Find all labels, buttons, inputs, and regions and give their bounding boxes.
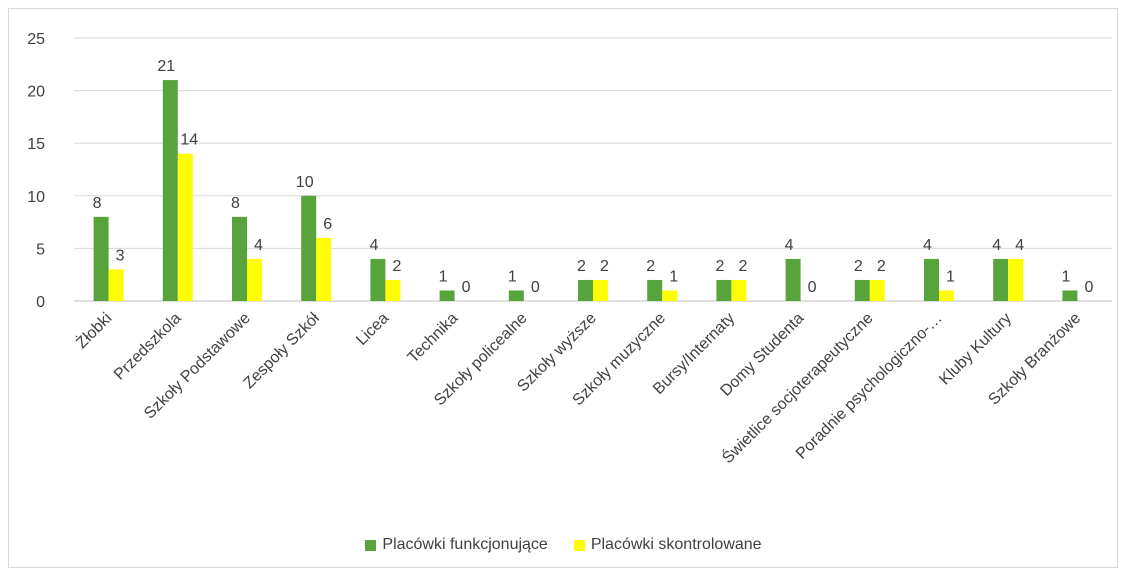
- bar-series-0-4: [370, 258, 386, 301]
- bars: [93, 80, 1078, 301]
- data-label-series-0-2: 8: [231, 195, 240, 212]
- bar-series-0-13: [993, 258, 1009, 301]
- category-label-13: Kluby Kultury: [936, 310, 1015, 389]
- bar-series-0-1: [162, 80, 178, 301]
- bar-series-0-3: [301, 195, 317, 301]
- data-label-series-1-13: 4: [1015, 237, 1024, 254]
- data-label-series-0-4: 4: [369, 237, 378, 254]
- data-label-series-1-0: 3: [116, 247, 125, 264]
- bar-series-1-2: [247, 258, 262, 301]
- data-label-series-0-14: 1: [1061, 268, 1070, 285]
- data-label-series-0-0: 8: [93, 195, 102, 212]
- y-tick-label-0: 0: [36, 294, 45, 311]
- data-label-series-0-6: 1: [508, 268, 517, 285]
- category-label-11: Świetlice socjoterapeutyczne: [718, 308, 877, 467]
- bar-series-0-5: [439, 290, 455, 301]
- category-label-0: Żłobki: [72, 308, 116, 352]
- y-tick-label-15: 15: [27, 136, 45, 153]
- data-label-series-0-9: 2: [715, 258, 724, 275]
- data-label-series-1-3: 6: [323, 216, 332, 233]
- legend: Placówki funkcjonujące Placówki skontrol…: [0, 536, 1127, 554]
- bar-series-0-6: [508, 290, 524, 301]
- data-label-series-1-11: 2: [877, 258, 886, 275]
- bar-series-1-9: [731, 279, 747, 301]
- category-label-4: Licea: [353, 310, 392, 349]
- data-label-series-1-4: 2: [392, 258, 401, 275]
- data-label-series-0-5: 1: [439, 268, 448, 285]
- bar-series-1-4: [385, 279, 401, 301]
- data-label-series-1-8: 1: [669, 268, 678, 285]
- legend-item-series-0: Placówki funkcjonujące: [365, 536, 548, 554]
- data-label-series-1-9: 2: [738, 258, 747, 275]
- y-axis-ticks: 0 5 10 15 20 25: [27, 31, 45, 311]
- data-label-series-1-5: 0: [462, 279, 471, 296]
- data-label-series-1-12: 1: [946, 268, 955, 285]
- y-tick-label-25: 25: [27, 31, 45, 48]
- bar-series-0-10: [785, 258, 801, 301]
- category-label-5: Technika: [405, 310, 462, 367]
- data-label-series-0-7: 2: [577, 258, 586, 275]
- category-label-12: Poradnie psychologiczno-…: [793, 310, 946, 463]
- data-label-series-0-13: 4: [992, 237, 1001, 254]
- data-label-series-0-8: 2: [646, 258, 655, 275]
- category-label-1: Przedszkola: [111, 310, 185, 384]
- bar-series-0-0: [93, 216, 109, 301]
- bar-series-0-8: [647, 279, 663, 301]
- bar-series-1-1: [177, 153, 193, 301]
- data-label-series-1-14: 0: [1084, 279, 1093, 296]
- data-label-series-0-11: 2: [854, 258, 863, 275]
- data-label-series-0-3: 10: [296, 174, 314, 191]
- bar-series-0-2: [232, 216, 247, 301]
- bar-series-0-9: [716, 279, 732, 301]
- data-label-series-0-12: 4: [923, 237, 932, 254]
- data-label-series-1-1: 14: [180, 132, 198, 149]
- bar-series-1-12: [939, 290, 954, 301]
- bar-series-0-11: [854, 279, 870, 301]
- y-tick-label-10: 10: [27, 189, 45, 206]
- bar-series-0-7: [578, 279, 593, 301]
- bar-series-1-7: [593, 279, 608, 301]
- legend-label-series-0: Placówki funkcjonujące: [382, 536, 548, 553]
- data-label-series-1-6: 0: [531, 279, 540, 296]
- bar-series-0-12: [924, 258, 939, 301]
- legend-item-series-1: Placówki skontrolowane: [573, 536, 762, 554]
- y-tick-label-5: 5: [36, 241, 45, 258]
- data-label-series-0-1: 21: [157, 58, 175, 75]
- data-label-series-1-2: 4: [254, 237, 263, 254]
- bar-series-0-14: [1062, 290, 1078, 301]
- legend-swatch-series-0: [365, 539, 377, 551]
- gridlines: [74, 37, 1112, 302]
- bar-series-1-11: [869, 279, 885, 301]
- bar-series-1-0: [108, 269, 124, 301]
- data-label-series-1-10: 0: [808, 279, 817, 296]
- bar-series-1-13: [1008, 258, 1024, 301]
- legend-label-series-1: Placówki skontrolowane: [590, 536, 762, 553]
- data-label-series-1-7: 2: [600, 258, 609, 275]
- y-tick-label-20: 20: [27, 84, 45, 101]
- legend-swatch-series-1: [573, 539, 585, 551]
- bar-series-1-3: [316, 237, 332, 301]
- data-label-series-0-10: 4: [785, 237, 794, 254]
- bar-series-1-8: [662, 290, 678, 301]
